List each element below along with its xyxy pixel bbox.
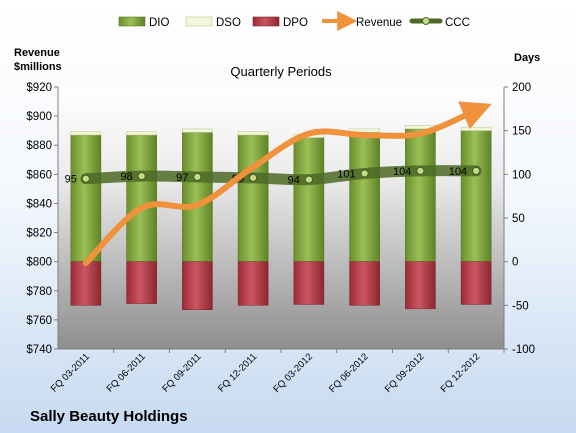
category-label: FQ 03-2012 <box>271 351 315 395</box>
category-label: FQ 12-2011 <box>216 351 259 394</box>
ccc-point <box>137 171 146 181</box>
ccc-data-label: 97 <box>176 172 188 184</box>
ccc-data-label: 95 <box>65 174 77 186</box>
bar-dio <box>237 134 269 262</box>
bar-dpo <box>182 261 213 310</box>
legend-label-dpo: DPO <box>283 17 308 29</box>
ccc-point <box>81 174 90 183</box>
right-tick-label: 100 <box>512 169 531 181</box>
bar-dso <box>237 131 269 136</box>
bar-dpo <box>293 261 325 305</box>
ccc-data-label: 104 <box>393 166 411 178</box>
bar-dio <box>405 128 436 262</box>
right-tick-label: -100 <box>512 344 535 356</box>
ccc-point <box>304 175 313 184</box>
bar-dio <box>460 130 492 262</box>
bar-dio <box>126 134 157 262</box>
bar-dso <box>126 131 157 136</box>
left-tick-label: $880 <box>26 140 52 152</box>
left-tick-label: $760 <box>26 315 52 327</box>
category-label: FQ 09-2012 <box>383 351 427 395</box>
ccc-data-label: 101 <box>337 168 355 180</box>
legend-swatch-dpo <box>252 16 280 27</box>
right-tick-label: 150 <box>512 126 531 138</box>
category-label: FQ 12-2012 <box>439 351 483 395</box>
left-tick-label: $920 <box>26 82 52 94</box>
ccc-line <box>80 165 482 186</box>
right-tick-label: 0 <box>512 257 518 269</box>
left-tick-label: $740 <box>26 344 52 356</box>
bar-dso <box>70 131 102 136</box>
legend-label-revenue: Revenue <box>356 17 402 29</box>
bar-dpo <box>70 261 102 306</box>
left-axis-title-line1: Revenue <box>14 47 60 59</box>
ccc-point <box>360 169 369 178</box>
revenue-line <box>82 101 492 267</box>
bar-dpo <box>460 261 492 305</box>
ccc-data-label: 104 <box>449 166 467 178</box>
ccc-point <box>472 166 481 175</box>
chart-title: Quarterly Periods <box>230 64 332 79</box>
bar-dpo <box>405 261 436 310</box>
ccc-point <box>193 172 202 182</box>
category-label: FQ 06-2012 <box>327 351 371 395</box>
right-tick-label: 200 <box>512 82 531 94</box>
ccc-data-label: 94 <box>288 175 300 187</box>
legend-swatch-ccc-marker <box>422 17 430 25</box>
left-tick-label: $800 <box>26 257 52 269</box>
bar-dio <box>293 137 325 262</box>
left-tick-label: $780 <box>26 286 52 298</box>
left-tick-label: $900 <box>26 111 52 123</box>
legend: DIO DSO DPO Revenue CCC <box>118 11 470 31</box>
bar-dso <box>182 128 213 133</box>
left-tick-label: $840 <box>26 198 52 210</box>
legend-label-ccc: CCC <box>445 17 470 29</box>
ccc-data-label: 98 <box>120 171 132 183</box>
right-tick-label: -50 <box>512 300 529 312</box>
legend-swatch-dio <box>118 16 146 27</box>
company-name: Sally Beauty Holdings <box>30 408 188 425</box>
ccc-point <box>416 166 425 175</box>
legend-swatch-dso <box>185 16 213 27</box>
bar-dio <box>349 132 380 262</box>
bar-dso <box>460 126 492 131</box>
bar-dpo <box>237 261 269 306</box>
ccc-point <box>249 173 258 182</box>
right-tick-label: 50 <box>512 213 525 225</box>
bar-dio <box>70 134 102 262</box>
left-tick-label: $860 <box>26 169 52 181</box>
category-label: FQ 03-2011 <box>49 351 92 394</box>
bar-dpo <box>349 261 380 306</box>
legend-label-dio: DIO <box>149 17 170 29</box>
left-axis-title-line2: $millions <box>14 61 62 73</box>
left-tick-label: $820 <box>26 228 52 240</box>
right-axis-title: Days <box>514 52 540 64</box>
category-label: FQ 06-2011 <box>105 351 148 394</box>
bar-dpo <box>126 261 157 304</box>
category-label: FQ 09-2011 <box>160 351 203 394</box>
legend-label-dso: DSO <box>216 17 241 29</box>
